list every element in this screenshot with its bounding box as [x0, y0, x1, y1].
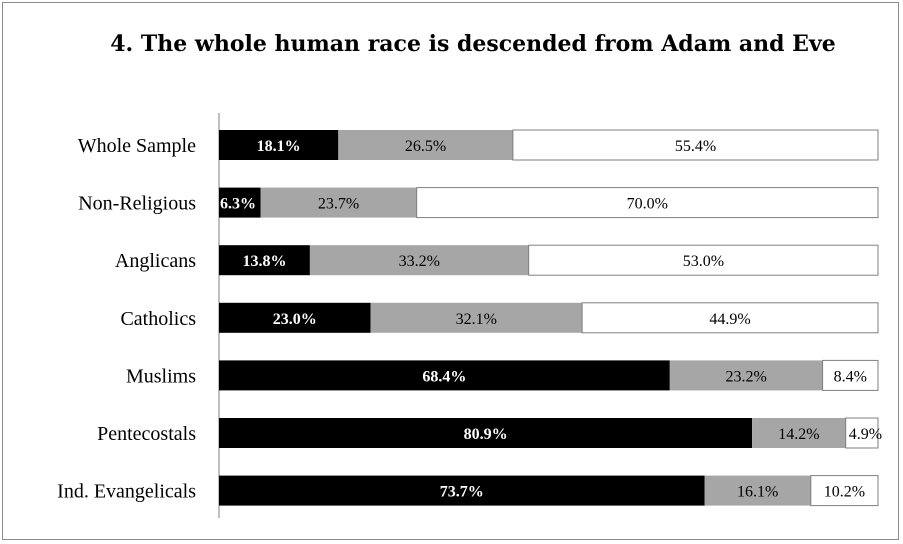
data-label-catholics-1: 23.0%	[273, 311, 317, 328]
bar-segment-anglicans-2	[309, 245, 529, 276]
category-label-whole-sample: Whole Sample	[78, 135, 196, 157]
data-label-non-religious-3: 70.0%	[627, 196, 668, 213]
data-label-muslims-3: 8.4%	[834, 368, 867, 385]
bar-segment-non-religious-1	[219, 187, 261, 218]
category-label-pentecostals: Pentecostals	[97, 423, 196, 445]
category-label-anglicans: Anglicans	[115, 250, 196, 272]
bar-segment-anglicans-1	[219, 245, 310, 276]
data-label-pentecostals-2: 14.2%	[778, 426, 819, 443]
bar-segment-ind-evangelicals-1	[219, 475, 705, 506]
data-label-non-religious-1: 6.3%	[220, 196, 256, 213]
category-label-catholics: Catholics	[120, 308, 196, 330]
data-label-anglicans-3: 53.0%	[683, 253, 724, 270]
data-label-ind-evangelicals-2: 16.1%	[737, 484, 778, 501]
data-label-ind-evangelicals-1: 73.7%	[440, 484, 484, 501]
bar-segment-catholics-2	[370, 302, 583, 333]
category-label-ind-evangelicals: Ind. Evangelicals	[57, 481, 196, 503]
bar-segment-muslims-3	[822, 359, 879, 391]
data-label-pentecostals-3: 4.9%	[849, 426, 882, 443]
data-label-whole-sample-2: 26.5%	[405, 138, 446, 155]
bar-segment-whole-sample-3	[512, 129, 879, 161]
bar-segment-catholics-3	[581, 302, 879, 334]
bar-segment-non-religious-2	[260, 187, 417, 218]
bar-segment-muslims-1	[219, 360, 670, 391]
data-label-muslims-1: 68.4%	[422, 368, 466, 385]
chart-title: 4. The whole human race is descended fro…	[110, 31, 836, 57]
category-label-non-religious: Non-Religious	[78, 193, 196, 215]
bar-segment-pentecostals-2	[752, 418, 846, 448]
data-label-whole-sample-3: 55.4%	[675, 138, 716, 155]
data-label-non-religious-2: 23.7%	[318, 196, 359, 213]
bar-segment-whole-sample-1	[219, 130, 339, 160]
bar-segment-ind-evangelicals-3	[810, 475, 879, 507]
bar-segment-whole-sample-2	[338, 130, 513, 160]
bar-segment-anglicans-3	[528, 244, 879, 276]
data-label-anglicans-2: 33.2%	[399, 253, 440, 270]
bar-segment-catholics-1	[219, 302, 371, 333]
data-label-muslims-2: 23.2%	[726, 368, 767, 385]
bar-segment-ind-evangelicals-2	[704, 475, 811, 506]
category-label-muslims: Muslims	[126, 365, 196, 387]
bar-segment-pentecostals-1	[219, 418, 753, 448]
bar-segment-pentecostals-3	[845, 417, 879, 449]
data-label-ind-evangelicals-3: 10.2%	[824, 484, 865, 501]
bar-segment-muslims-2	[669, 360, 823, 391]
data-label-whole-sample-1: 18.1%	[257, 138, 301, 155]
data-label-catholics-3: 44.9%	[709, 311, 750, 328]
bar-segment-non-religious-3	[416, 187, 879, 219]
data-label-anglicans-1: 13.8%	[243, 253, 287, 270]
data-label-catholics-2: 32.1%	[456, 311, 497, 328]
data-label-pentecostals-1: 80.9%	[464, 426, 508, 443]
